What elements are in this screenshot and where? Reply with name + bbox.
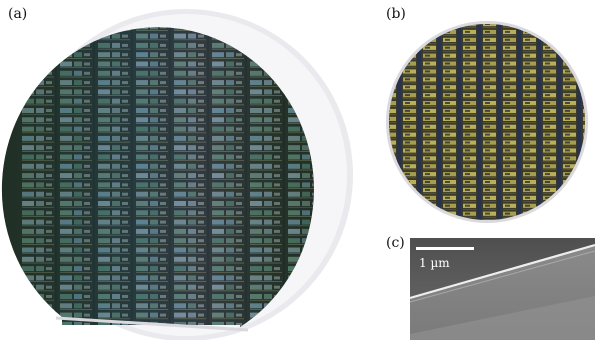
wafer-flat [55, 316, 249, 332]
sem-bright-edge [410, 243, 595, 300]
die-array-b [389, 24, 585, 220]
panel-label-c: (c) [386, 235, 405, 251]
wafer-photo-b [386, 21, 588, 223]
scale-bar-label: 1 µm [419, 256, 450, 270]
scale-bar [416, 247, 474, 250]
panel-label-b: (b) [386, 6, 406, 22]
panel-label-a: (a) [8, 6, 28, 22]
sem-substrate [410, 296, 595, 340]
sem-image-c: 1 µm [410, 238, 595, 340]
wafer-photo-a [1, 9, 353, 340]
